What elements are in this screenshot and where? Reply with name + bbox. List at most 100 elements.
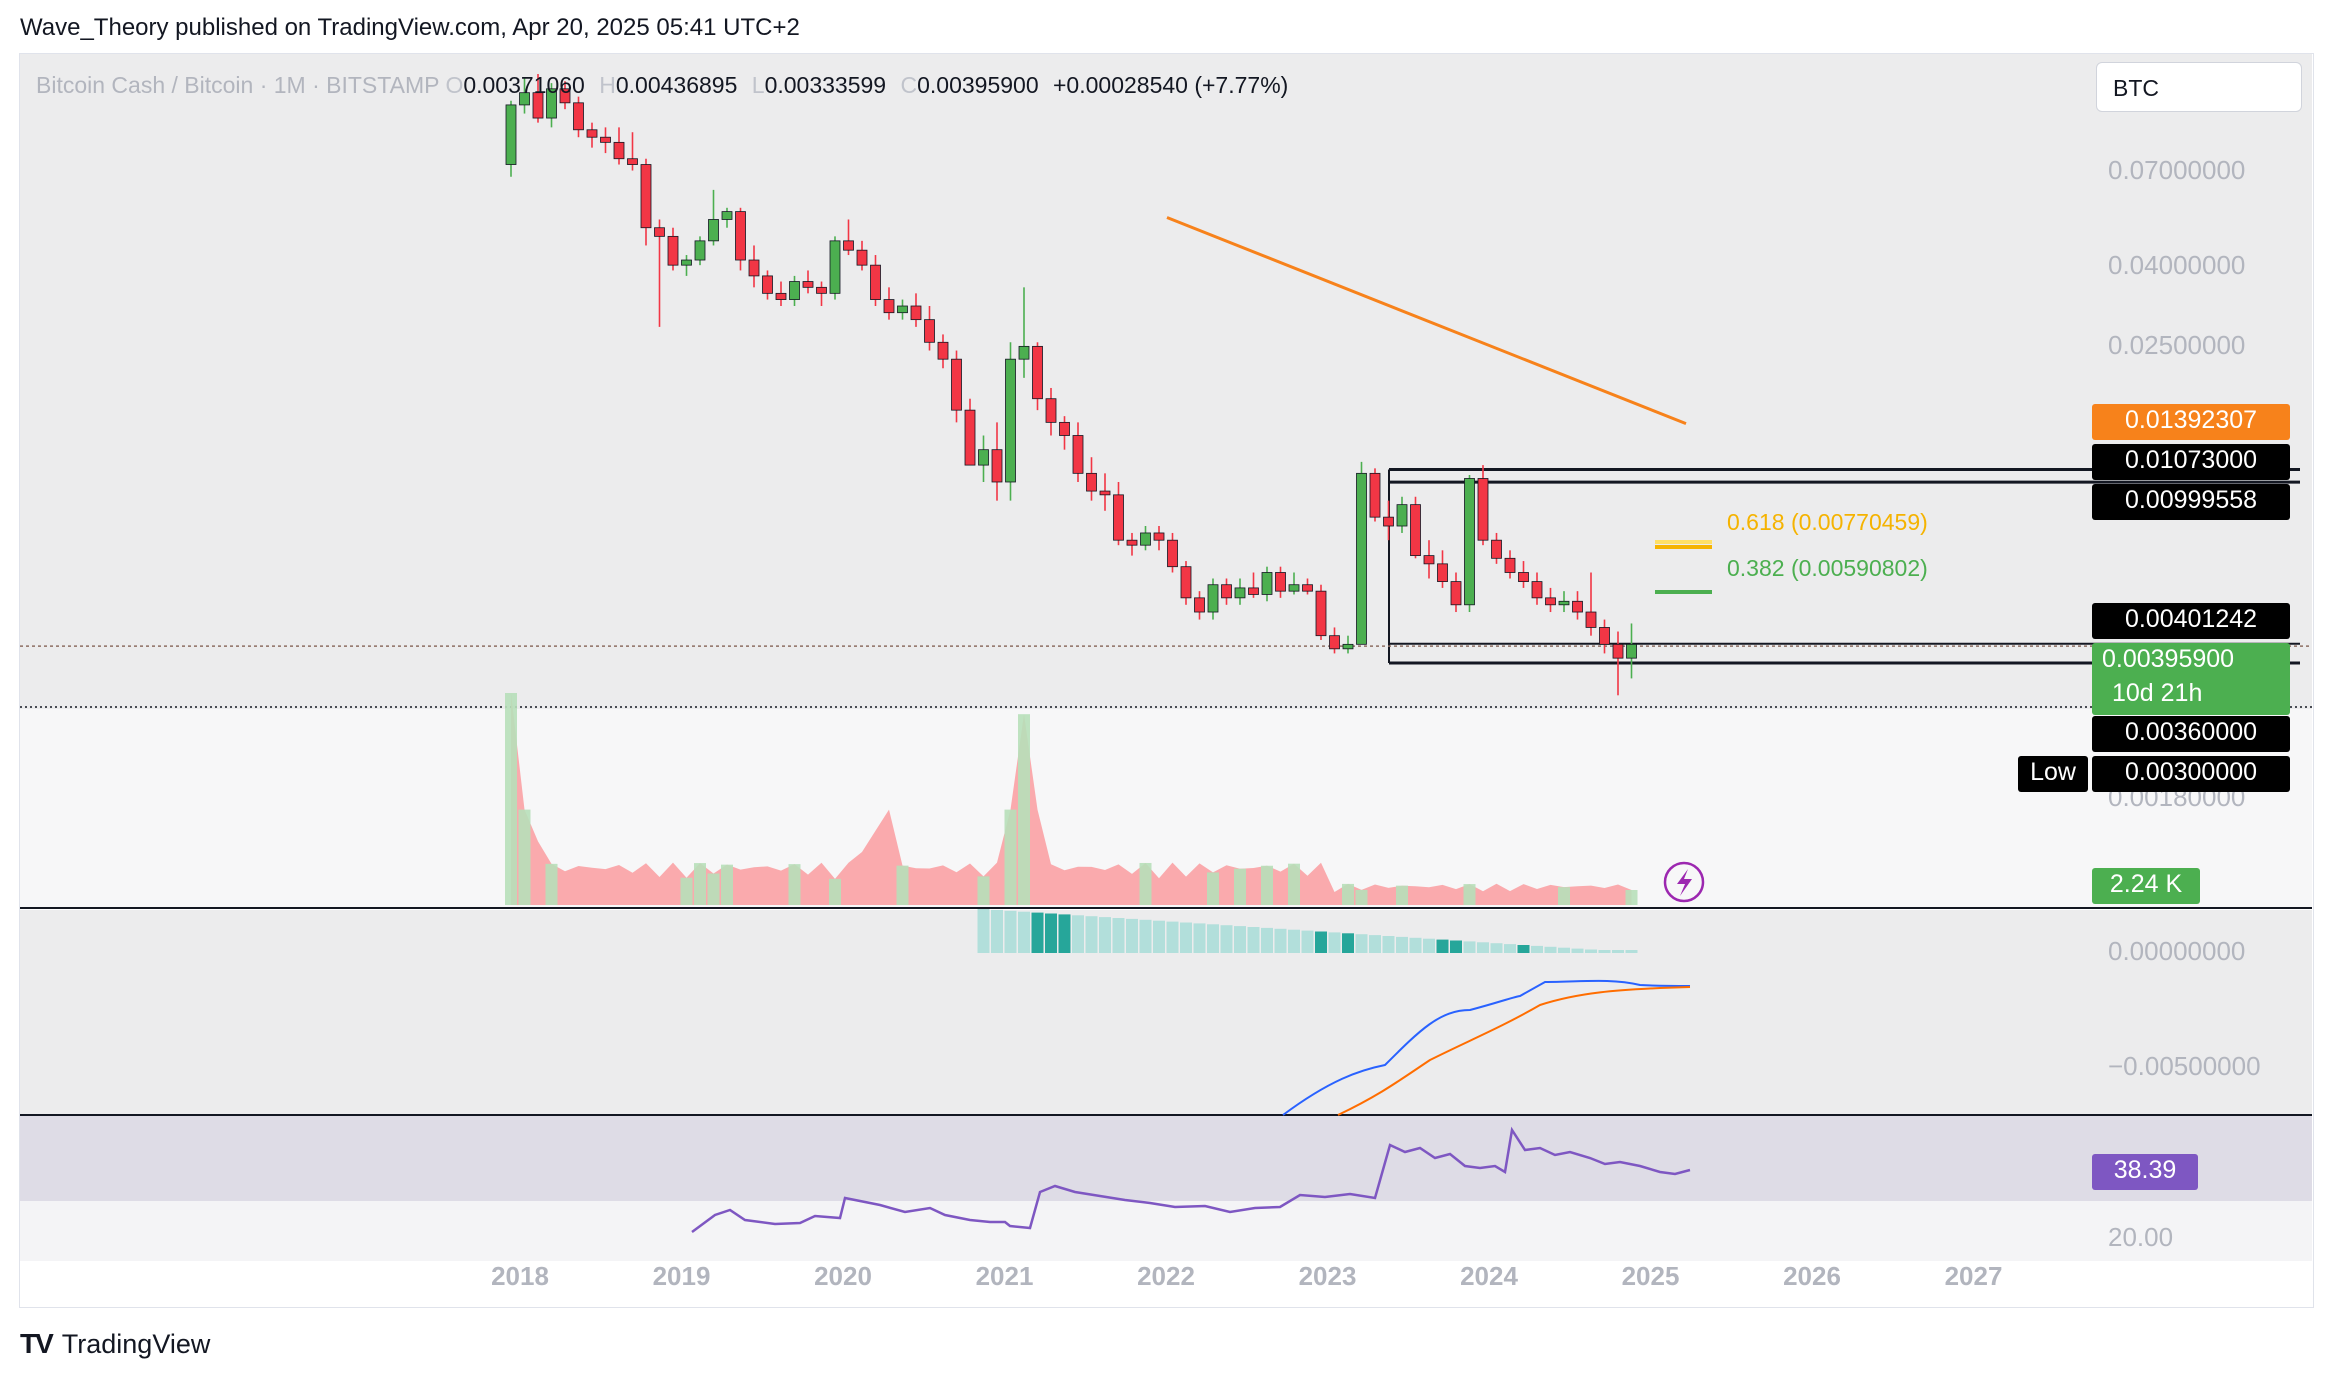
price-label[interactable]: 0.00999558 (2092, 484, 2290, 520)
candle-body (964, 409, 976, 466)
volume-up-segment (1463, 884, 1476, 905)
candle-body (870, 264, 881, 300)
candle-body (1288, 584, 1300, 592)
macd-histogram-bar (1261, 927, 1273, 953)
macd-histogram-bar (1409, 937, 1422, 953)
lightning-bolt-icon[interactable] (1663, 861, 1705, 903)
candle-body (775, 292, 787, 300)
macd-histogram-bar (1369, 935, 1381, 953)
candle-body (748, 259, 760, 277)
macd-histogram-bar (1193, 923, 1206, 953)
macd-histogram-bar (1180, 922, 1192, 953)
macd-histogram-bar (1139, 919, 1152, 953)
symbol-search-input[interactable]: BTC (2096, 62, 2302, 112)
price-label[interactable]: 38.39 (2092, 1154, 2198, 1190)
candle-body (1086, 472, 1097, 492)
fib-382-label: 0.382 (0.00590802) (1727, 555, 1928, 581)
candle-body (1207, 584, 1219, 613)
candle-body (1275, 572, 1286, 592)
candle-body (1437, 563, 1448, 582)
rsi-band (20, 1116, 2312, 1201)
y-tick-label: 20.00 (2108, 1222, 2173, 1252)
y-tick-label: 0.02500000 (2108, 330, 2245, 360)
candle-body (1248, 587, 1259, 595)
candle-body (640, 164, 652, 229)
price-label[interactable]: 0.01392307 (2092, 404, 2290, 440)
candle-body (721, 211, 733, 220)
volume-up-segment (707, 873, 720, 905)
candle-body (667, 235, 679, 266)
candle-body (1518, 572, 1529, 582)
x-tick-label: 2018 (491, 1261, 549, 1291)
candle-body (573, 102, 584, 131)
macd-histogram-bar (1126, 918, 1138, 953)
plot-group: 0.618 (0.00770459) 0.382 (0.00590802) (20, 74, 2312, 1234)
macd-histogram-bar (1423, 938, 1435, 953)
macd-histogram-bar (991, 909, 1003, 953)
candle-body (681, 259, 692, 266)
macd-histogram-bar (1517, 945, 1530, 953)
candle-body (735, 211, 746, 261)
tradingview-logo-icon: TV (20, 1328, 54, 1359)
candle-body (829, 240, 841, 294)
volume-up-segment (721, 864, 733, 905)
price-label[interactable]: 0.00360000 (2092, 716, 2290, 752)
y-tick-label: 0.00000000 (2108, 936, 2245, 966)
volume-up-segment (505, 693, 517, 905)
macd-histogram-bar (1234, 926, 1246, 953)
macd-histogram-bar (1247, 927, 1260, 953)
candle-body (1369, 472, 1381, 518)
candle-body (924, 319, 935, 343)
legend-symbol[interactable]: Bitcoin Cash / Bitcoin · 1M · BITSTAMP (36, 72, 440, 98)
candle-body (1194, 597, 1205, 613)
price-label[interactable]: 0.00395900 10d 21h (2092, 643, 2290, 715)
macd-histogram-bar (1585, 949, 1597, 953)
macd-histogram-bar (1058, 914, 1071, 953)
candle-body (1167, 539, 1178, 568)
volume-up-segment (1004, 809, 1017, 905)
macd-pane-bg (20, 910, 2312, 1115)
candle-body (1126, 539, 1138, 546)
price-axis: 0.070000000.040000000.025000000.00180000… (2108, 155, 2261, 1252)
macd-histogram-bar (1436, 939, 1449, 953)
price-label[interactable]: 0.00300000 (2092, 756, 2290, 792)
candle-body (1140, 532, 1151, 546)
volume-up-segment (1355, 889, 1368, 905)
candle-body (1032, 345, 1043, 400)
candle-body (1234, 587, 1246, 599)
x-tick-label: 2026 (1783, 1261, 1841, 1291)
candle-body (1383, 516, 1394, 527)
legend-low: 0.00333599 (764, 72, 887, 98)
candle-body (1005, 358, 1016, 483)
time-axis: 2018 2019 2020 2021 2022 2023 2024 2025 2026 2027 (491, 1261, 2002, 1291)
price-label[interactable]: 2.24 K (2092, 868, 2200, 904)
legend-close-label: C (900, 72, 918, 98)
candle-body (991, 449, 1003, 483)
candle-body (1396, 504, 1408, 527)
moving-average-line (1166, 216, 1687, 426)
candle-body (1315, 590, 1327, 637)
signal-line (1337, 986, 1691, 1116)
macd-histogram-bar (1220, 925, 1233, 953)
candle-body (1329, 635, 1340, 650)
macd-histogram-bar (1301, 930, 1314, 953)
x-tick-label: 2027 (1945, 1261, 2003, 1291)
candle-body (1626, 643, 1637, 659)
volume-up-segment (1288, 863, 1300, 905)
footer-brand[interactable]: TV TradingView (20, 1328, 210, 1360)
legend-close: 0.00395900 (917, 72, 1039, 98)
brand-name: TradingView (61, 1328, 211, 1359)
candle-body (1572, 600, 1583, 613)
candle-body (789, 281, 800, 300)
price-label[interactable]: 0.00401242 (2092, 603, 2290, 639)
x-tick-label: 2019 (653, 1261, 711, 1291)
candle-body (600, 136, 611, 143)
macd-histogram-bar (1166, 921, 1179, 953)
price-label[interactable]: 0.01073000 (2092, 444, 2290, 480)
x-tick-label: 2024 (1460, 1261, 1518, 1291)
candle-body (1450, 581, 1462, 606)
candle-body (937, 341, 949, 360)
candle-body (1558, 600, 1570, 606)
candle-body (1113, 494, 1124, 541)
